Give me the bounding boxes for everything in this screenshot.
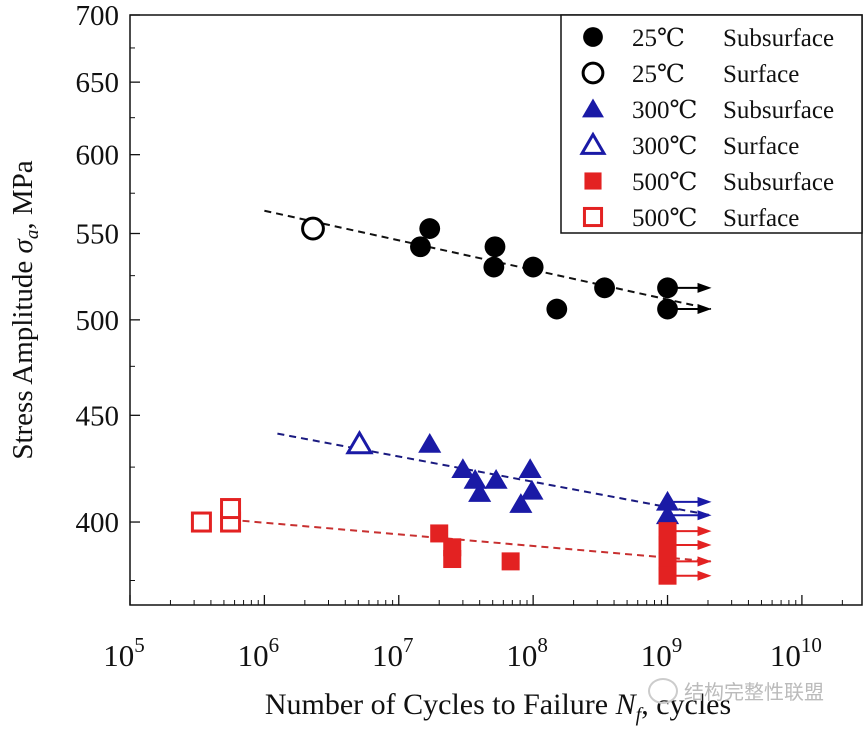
data-point	[451, 458, 475, 479]
runout-arrow-head	[697, 304, 712, 315]
data-point	[657, 298, 678, 320]
data-point	[190, 511, 212, 533]
data-point	[658, 522, 677, 541]
legend-label-temp: 500℃	[632, 169, 697, 196]
data-point	[301, 216, 325, 241]
data-point	[484, 468, 508, 489]
data-point	[418, 432, 442, 453]
watermark-text: 结构完整性联盟	[684, 680, 824, 704]
y-tick-label: 550	[76, 219, 120, 251]
legend-label-kind: Subsurface	[723, 25, 834, 52]
wechat-icon	[648, 677, 678, 704]
data-point	[584, 172, 602, 190]
data-point	[430, 524, 449, 543]
data-point	[522, 256, 544, 278]
data-point	[501, 552, 520, 571]
data-point	[583, 27, 603, 47]
data-point	[468, 482, 492, 502]
runout-arrow-head	[697, 556, 712, 567]
x-tick-label: 1010	[770, 633, 822, 673]
data-point	[658, 566, 677, 585]
legend-label-temp: 500℃	[632, 205, 697, 232]
data-point	[658, 552, 677, 571]
data-point	[546, 298, 568, 320]
legend: 25℃ Subsurface 25℃ Surface 300℃ Subsurface 300…	[560, 14, 863, 234]
legend-label-temp: 300℃	[632, 97, 697, 124]
data-point	[419, 218, 441, 239]
legend-label-kind: Subsurface	[723, 169, 834, 196]
data-point	[657, 277, 678, 299]
x-tick-label: 105	[103, 633, 145, 673]
data-point	[582, 206, 604, 228]
legend-label-kind: Surface	[723, 205, 799, 232]
data-point	[483, 256, 505, 278]
y-tick-label: 400	[76, 507, 120, 539]
watermark: 结构完整性联盟	[648, 676, 824, 705]
plot-frame	[129, 14, 863, 606]
runout-arrow-head	[697, 510, 712, 521]
legend-label-temp: 25℃	[632, 25, 685, 52]
legend-label-kind: Surface	[723, 61, 799, 88]
legend-label-temp: 300℃	[632, 133, 697, 160]
y-axis-label: Stress Amplitude σa, MPa	[7, 160, 43, 459]
legend-box	[560, 14, 863, 234]
data-point	[518, 458, 542, 479]
data-point	[658, 535, 677, 554]
x-tick-label: 108	[506, 633, 548, 673]
y-tick-label: 450	[76, 400, 120, 432]
data-point	[520, 479, 544, 500]
data-point	[581, 61, 605, 85]
data-point	[484, 236, 506, 258]
x-tick-label: 106	[238, 633, 280, 673]
runout-arrow-head	[697, 526, 712, 537]
fit-line	[230, 518, 711, 563]
legend-label-kind: Surface	[723, 133, 799, 160]
data-point	[463, 468, 487, 489]
runout-arrow-head	[697, 570, 712, 581]
data-point	[345, 429, 374, 455]
runout-arrow-head	[697, 539, 712, 550]
data-point	[655, 504, 680, 525]
data-point	[509, 493, 533, 513]
x-tick-label: 109	[641, 633, 683, 673]
y-tick-label: 600	[76, 140, 120, 172]
y-tick-label: 700	[76, 0, 120, 32]
data-point	[594, 277, 615, 299]
data-point	[579, 131, 607, 155]
y-tick-label: 500	[76, 305, 120, 337]
data-point	[582, 98, 604, 118]
legend-label-kind: Subsurface	[723, 97, 834, 124]
data-point	[220, 498, 242, 520]
legend-label-temp: 25℃	[632, 61, 685, 88]
data-point	[443, 550, 462, 569]
runout-arrow-head	[697, 282, 712, 293]
y-tick-label: 650	[76, 67, 120, 99]
x-axis-label: Number of Cycles to Failure Nf, cycles	[265, 688, 731, 726]
runout-arrow-head	[697, 496, 712, 507]
x-tick-label: 107	[372, 633, 414, 673]
data-point	[410, 236, 431, 258]
data-point	[655, 490, 680, 511]
